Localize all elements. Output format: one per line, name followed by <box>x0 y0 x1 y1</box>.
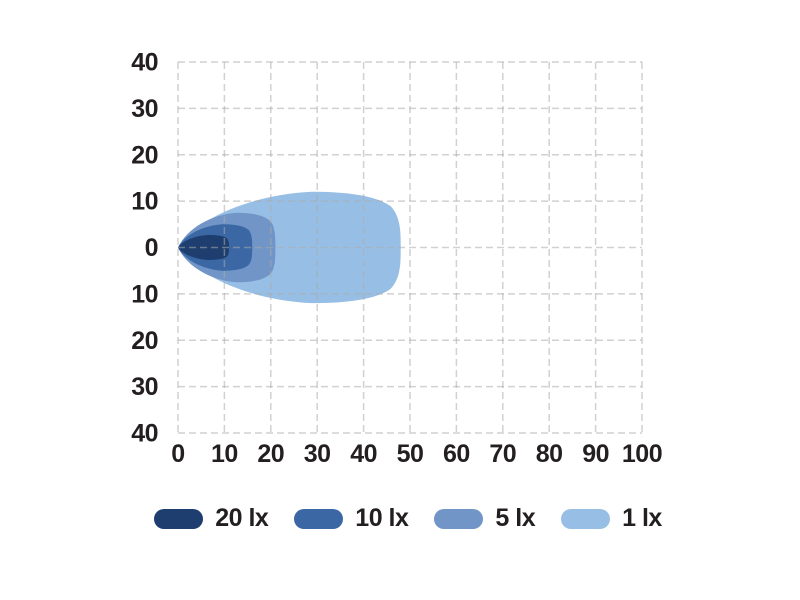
y-tick-label-5: 10 <box>131 280 158 308</box>
legend-label-1lx: 1 lx <box>622 504 662 532</box>
legend-swatch-1lx <box>561 508 611 529</box>
legend-swatch-10lx <box>294 508 344 529</box>
y-tick-label-0: 40 <box>131 49 158 77</box>
legend-swatch-5lx <box>434 508 484 529</box>
legend-swatch-20lx <box>154 508 204 529</box>
legend: 20 lx 10 lx 5 lx 1 lx <box>8 506 800 531</box>
legend-item-10lx: 10 lx <box>294 504 409 532</box>
x-tick-label-40: 40 <box>350 440 377 468</box>
y-tick-label-3: 10 <box>131 188 158 216</box>
legend-label-10lx: 10 lx <box>355 504 409 532</box>
x-tick-label-90: 90 <box>582 440 609 468</box>
x-tick-label-10: 10 <box>211 440 238 468</box>
legend-item-20lx: 20 lx <box>154 504 269 532</box>
x-tick-label-0: 0 <box>171 440 184 468</box>
legend-item-1lx: 1 lx <box>561 506 662 531</box>
y-tick-label-4: 0 <box>145 234 158 262</box>
legend-label-20lx: 20 lx <box>215 504 269 532</box>
x-tick-label-30: 30 <box>304 440 331 468</box>
x-tick-label-20: 20 <box>257 440 284 468</box>
legend-label-5lx: 5 lx <box>495 504 536 532</box>
y-tick-label-7: 30 <box>131 373 158 401</box>
y-tick-label-2: 20 <box>131 141 158 169</box>
x-tick-label-100: 100 <box>622 440 662 468</box>
x-tick-label-60: 60 <box>443 440 470 468</box>
legend-item-5lx: 5 lx <box>434 504 536 532</box>
y-tick-label-1: 30 <box>131 95 158 123</box>
y-tick-label-8: 40 <box>131 420 158 448</box>
x-tick-label-70: 70 <box>489 440 516 468</box>
x-tick-label-50: 50 <box>397 440 424 468</box>
x-tick-label-80: 80 <box>536 440 563 468</box>
y-tick-label-6: 20 <box>131 327 158 355</box>
